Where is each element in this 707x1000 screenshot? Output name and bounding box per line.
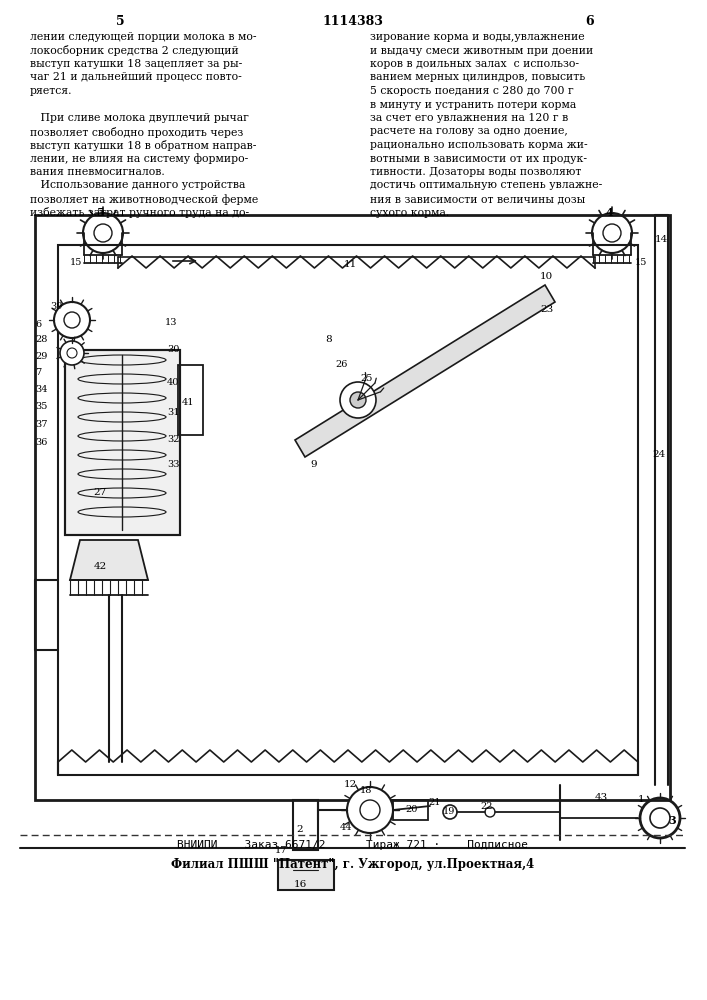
Text: 29: 29 (35, 352, 47, 361)
Text: 6: 6 (585, 15, 595, 28)
Text: 4: 4 (605, 207, 613, 218)
Bar (35, 215, 670, 800)
Text: тивности. Дозаторы воды позволяют: тивности. Дозаторы воды позволяют (370, 167, 581, 177)
Text: ния в зависимости от величины дозы: ния в зависимости от величины дозы (370, 194, 585, 204)
Text: 5 скорость поедания с 280 до 700 г: 5 скорость поедания с 280 до 700 г (370, 86, 574, 96)
Text: локосборник средства 2 следующий: локосборник средства 2 следующий (30, 45, 239, 56)
Circle shape (340, 382, 376, 418)
Text: 21: 21 (428, 798, 440, 807)
Text: чаг 21 и дальнейший процесс повто-: чаг 21 и дальнейший процесс повто- (30, 73, 242, 83)
Text: позволяет свободно проходить через: позволяет свободно проходить через (30, 126, 243, 137)
Text: 18: 18 (360, 786, 373, 795)
Text: 10: 10 (540, 272, 554, 281)
Text: лении следующей порции молока в мо-: лении следующей порции молока в мо- (30, 32, 257, 42)
Text: 22: 22 (480, 802, 493, 811)
Text: 3: 3 (668, 815, 676, 826)
Text: 24: 24 (652, 450, 665, 459)
Text: 6: 6 (35, 320, 41, 329)
Text: 33: 33 (167, 460, 180, 469)
Polygon shape (295, 285, 555, 457)
Bar (393, 800, 428, 820)
Text: 17: 17 (275, 846, 288, 855)
Text: 1114383: 1114383 (322, 15, 383, 28)
Text: 5: 5 (96, 207, 104, 218)
Text: зирование корма и воды,увлажнение: зирование корма и воды,увлажнение (370, 32, 585, 42)
Text: 15: 15 (70, 258, 83, 267)
Text: 8: 8 (325, 335, 332, 344)
Circle shape (54, 302, 90, 338)
Text: 13: 13 (165, 318, 177, 327)
Bar (278, 860, 334, 890)
Text: 42: 42 (93, 562, 107, 571)
Text: 34: 34 (35, 385, 47, 394)
Text: в минуту и устранить потери корма: в минуту и устранить потери корма (370, 100, 576, 109)
Text: рационально использовать корма жи-: рационально использовать корма жи- (370, 140, 588, 150)
Circle shape (350, 392, 366, 408)
Text: 23: 23 (540, 305, 554, 314)
Bar (65, 350, 180, 535)
Text: ванием мерных цилиндров, повысить: ванием мерных цилиндров, повысить (370, 73, 585, 83)
Text: выступ катушки 18 в обратном направ-: выступ катушки 18 в обратном направ- (30, 140, 257, 151)
Text: выступ катушки 18 зацепляет за ры-: выступ катушки 18 зацепляет за ры- (30, 59, 243, 69)
Text: Филиал ПШШ "Патент", г. Ужгород, ул.Проектная,4: Филиал ПШШ "Патент", г. Ужгород, ул.Прое… (171, 858, 534, 871)
Text: 35: 35 (35, 402, 47, 411)
Text: сухого корма.: сухого корма. (370, 208, 449, 218)
Text: вотными в зависимости от их продук-: вотными в зависимости от их продук- (370, 153, 587, 163)
Text: вания пневмосигналов.: вания пневмосигналов. (30, 167, 165, 177)
Text: 19: 19 (443, 807, 455, 816)
Text: 2: 2 (297, 825, 303, 834)
Text: 40: 40 (167, 378, 180, 387)
Text: Использование данного устройства: Использование данного устройства (30, 180, 245, 190)
Bar (58, 245, 638, 775)
Text: 15: 15 (635, 258, 648, 267)
Text: 16: 16 (293, 880, 307, 889)
Text: 43: 43 (595, 793, 608, 802)
Text: 30: 30 (167, 345, 180, 354)
Text: расчете на голову за одно доение,: расчете на голову за одно доение, (370, 126, 568, 136)
Text: При сливе молока двуплечий рычаг: При сливе молока двуплечий рычаг (30, 113, 249, 123)
Text: достичь оптимальную степень увлажне-: достичь оптимальную степень увлажне- (370, 180, 602, 190)
Text: 28: 28 (35, 335, 47, 344)
Text: 11: 11 (344, 260, 356, 269)
Bar (65, 350, 180, 535)
Text: ряется.: ряется. (30, 86, 73, 96)
Text: и выдачу смеси животным при доении: и выдачу смеси животным при доении (370, 45, 593, 55)
Text: 26: 26 (335, 360, 347, 369)
Text: 5: 5 (116, 15, 124, 28)
Text: позволяет на животноводческой ферме: позволяет на животноводческой ферме (30, 194, 258, 205)
Text: 7: 7 (35, 368, 41, 377)
Text: коров в доильных залах  с использо-: коров в доильных залах с использо- (370, 59, 579, 69)
Text: избежать затрат ручного труда на до-: избежать затрат ручного труда на до- (30, 208, 249, 219)
Text: 31: 31 (167, 408, 180, 417)
Text: 39: 39 (50, 302, 62, 311)
Text: за счет его увлажнения на 120 г в: за счет его увлажнения на 120 г в (370, 113, 568, 123)
Circle shape (347, 787, 393, 833)
Text: 36: 36 (35, 438, 47, 447)
Text: 14: 14 (655, 235, 668, 244)
Text: лении, не влияя на систему формиро-: лении, не влияя на систему формиро- (30, 153, 248, 164)
Bar (178, 365, 203, 435)
Text: 27: 27 (93, 488, 107, 497)
Text: 12: 12 (344, 780, 356, 789)
Text: 25: 25 (360, 374, 373, 383)
Circle shape (60, 341, 84, 365)
Text: ВНИИПИ    Заказ 6671/2      Тираж 721 ·    Подписное: ВНИИПИ Заказ 6671/2 Тираж 721 · Подписно… (177, 840, 529, 850)
Bar (293, 800, 318, 850)
Text: 37: 37 (35, 420, 47, 429)
Text: 41: 41 (182, 398, 194, 407)
Text: 44: 44 (340, 823, 353, 832)
Text: 9: 9 (310, 460, 317, 469)
Text: 32: 32 (167, 435, 180, 444)
Polygon shape (70, 540, 148, 580)
Text: 1: 1 (638, 795, 645, 804)
Text: 20: 20 (405, 805, 417, 814)
